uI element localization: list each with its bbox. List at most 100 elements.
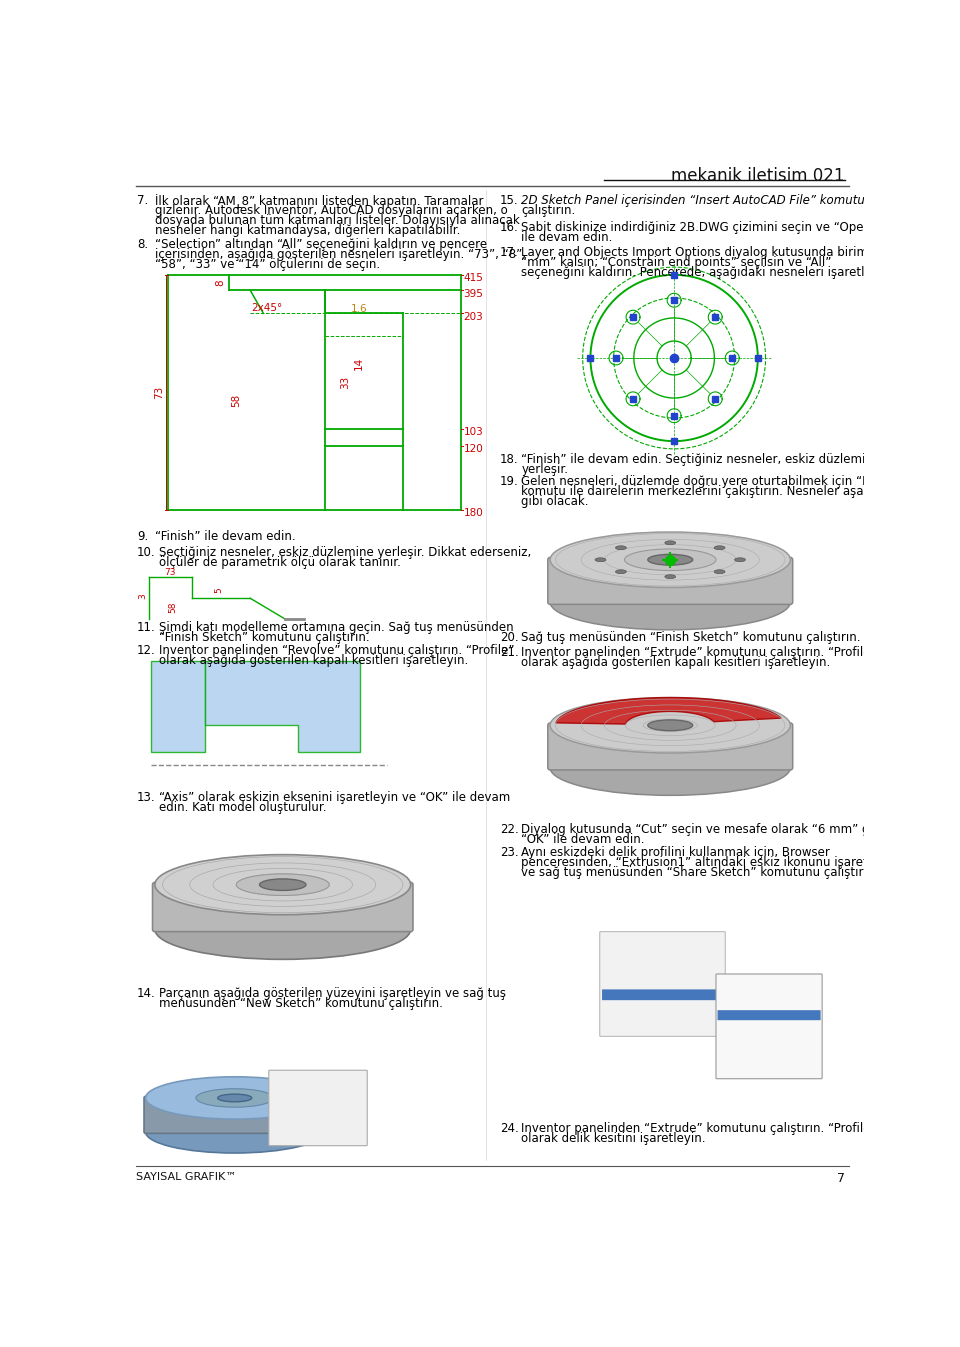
Text: “Axis” olarak eskizin eksenini işaretleyin ve “OK” ile devam: “Axis” olarak eskizin eksenini işaretley… — [158, 791, 510, 804]
Text: edin. Katı model oluşturulur.: edin. Katı model oluşturulur. — [158, 800, 326, 814]
FancyBboxPatch shape — [600, 932, 725, 1036]
Text: 5: 5 — [215, 587, 224, 593]
Text: “Finish Sketch” komutunu çalıştırın.: “Finish Sketch” komutunu çalıştırın. — [158, 632, 370, 644]
Ellipse shape — [734, 558, 745, 562]
Text: Şimdi katı modelleme ortamına geçin. Sağ tuş menüsünden: Şimdi katı modelleme ortamına geçin. Sağ… — [158, 621, 514, 634]
Ellipse shape — [648, 719, 693, 730]
Text: 7: 7 — [836, 1172, 845, 1185]
Text: 2D Sketch Panel içerisinden “Insert AutoCAD File” komutunu: 2D Sketch Panel içerisinden “Insert Auto… — [521, 194, 880, 207]
Text: 9.: 9. — [137, 531, 148, 543]
Text: Share Sketch: Share Sketch — [720, 1012, 763, 1017]
Text: penceresinden, “Extrusion1” altındaki eskiz ikonunu işaretleyin: penceresinden, “Extrusion1” altındaki es… — [521, 857, 897, 869]
Text: 11.: 11. — [137, 621, 156, 634]
Text: çalıştırın.: çalıştırın. — [521, 203, 576, 217]
Text: İlk olarak “AM_8” katmanını listeden kapatın. Taramalar: İlk olarak “AM_8” katmanını listeden kap… — [155, 194, 484, 207]
Ellipse shape — [259, 878, 306, 890]
Text: Select Part: Select Part — [274, 1080, 315, 1090]
Ellipse shape — [550, 698, 790, 753]
Text: 10.: 10. — [137, 546, 156, 559]
Ellipse shape — [550, 574, 790, 630]
FancyBboxPatch shape — [153, 882, 413, 932]
Text: dosyada bulunan tüm katmanları listeler. Dolayısıyla alınacak: dosyada bulunan tüm katmanları listeler.… — [155, 214, 519, 228]
Text: 58: 58 — [168, 602, 178, 613]
Text: Extrusion1: Extrusion1 — [609, 977, 646, 983]
FancyBboxPatch shape — [602, 990, 723, 1001]
Text: “Finish” ile devam edin.: “Finish” ile devam edin. — [155, 531, 296, 543]
FancyBboxPatch shape — [716, 974, 822, 1079]
Text: Find in Window: Find in Window — [720, 1055, 770, 1060]
Ellipse shape — [146, 1111, 324, 1153]
Text: komutu ile dairelerin merkezlerini çakıştırın. Nesneler aşağıdaki: komutu ile dairelerin merkezlerini çakış… — [521, 485, 900, 498]
Text: Copy          Ctrl+C: Copy Ctrl+C — [720, 979, 780, 985]
Ellipse shape — [714, 546, 725, 550]
Text: End of Part: End of Part — [609, 1004, 646, 1009]
Text: Edit Coordinate System: Edit Coordinate System — [720, 1022, 799, 1028]
Text: Inventor panelinden “Revolve” komutunu çalıştırın. “Profile”: Inventor panelinden “Revolve” komutunu ç… — [158, 644, 515, 657]
Text: 23.: 23. — [500, 846, 518, 859]
Text: 19.: 19. — [500, 475, 518, 488]
Text: Create Note: Create Note — [720, 1033, 760, 1039]
Text: 2x45°: 2x45° — [252, 303, 283, 314]
Ellipse shape — [665, 575, 676, 579]
Text: menüsünden “New Sketch” komutunu çalıştırın.: menüsünden “New Sketch” komutunu çalıştı… — [158, 997, 443, 1010]
Ellipse shape — [595, 558, 606, 562]
Text: 24.: 24. — [500, 1122, 518, 1134]
Text: olarak aşağıda gösterilen kapalı kesitleri işaretleyin.: olarak aşağıda gösterilen kapalı kesitle… — [521, 656, 830, 669]
Text: 73: 73 — [164, 567, 176, 577]
Ellipse shape — [218, 1094, 252, 1102]
Ellipse shape — [236, 874, 329, 896]
Text: Inventor panelinden “Extrude” komutunu çalıştırın. “Profile”: Inventor panelinden “Extrude” komutunu ç… — [521, 647, 877, 659]
Text: 16.: 16. — [500, 221, 518, 234]
Text: Stability...: Stability... — [720, 1044, 753, 1049]
FancyBboxPatch shape — [717, 1010, 821, 1020]
Ellipse shape — [146, 1076, 324, 1119]
Text: 395: 395 — [464, 288, 483, 299]
Text: Redefine...: Redefine... — [720, 1001, 756, 1006]
Text: seçeneğini kaldırın. Pencerede, aşağıdaki nesneleri işaretleyin.: seçeneğini kaldırın. Pencerede, aşağıdak… — [521, 265, 894, 279]
Text: Sabit diskinize indirdiğiniz 2B.DWG çizimini seçin ve “Open”: Sabit diskinize indirdiğiniz 2B.DWG çizi… — [521, 221, 876, 234]
Text: ve sağ tuş menüsünden “Share Sketch” komutunu çalıştırın.: ve sağ tuş menüsünden “Share Sketch” kom… — [521, 866, 878, 880]
Ellipse shape — [155, 900, 411, 959]
Text: Diyalog kutusunda “Cut” seçin ve mesafe olarak “6 mm” girin.: Diyalog kutusunda “Cut” seçin ve mesafe … — [521, 823, 893, 836]
Text: 18.: 18. — [500, 454, 518, 466]
Text: 21.: 21. — [500, 647, 518, 659]
Text: 120: 120 — [464, 445, 483, 454]
Ellipse shape — [615, 570, 626, 574]
Text: Seçtiğiniz nesneler, eskiz düzlemine yerleşir. Dikkat ederseniz,: Seçtiğiniz nesneler, eskiz düzlemine yer… — [158, 546, 531, 559]
Text: Origin: Origin — [609, 951, 630, 956]
Text: yerleşir.: yerleşir. — [521, 463, 568, 477]
Text: 20.: 20. — [500, 630, 518, 644]
Text: gibi olacak.: gibi olacak. — [521, 496, 588, 508]
Text: 17.: 17. — [500, 245, 518, 259]
Text: “mm” kalsın; “Constrain end points” seçilsin ve “All”: “mm” kalsın; “Constrain end points” seçi… — [521, 256, 831, 268]
Text: Revolution1: Revolution1 — [609, 964, 650, 970]
Text: Aynı eskizdeki delik profilini kullanmak için, Browser: Aynı eskizdeki delik profilini kullanmak… — [521, 846, 830, 859]
FancyBboxPatch shape — [548, 558, 793, 605]
Text: olarak aşağıda gösterilen kapalı kesitleri işaretleyin.: olarak aşağıda gösterilen kapalı kesitle… — [158, 655, 468, 668]
Text: ile devam edin.: ile devam edin. — [521, 230, 612, 244]
Text: 14: 14 — [353, 357, 364, 370]
Text: 8.: 8. — [137, 238, 148, 251]
Text: “58”, “33” ve “14” ölçülerini de seçin.: “58”, “33” ve “14” ölçülerini de seçin. — [155, 257, 380, 271]
Text: 415: 415 — [464, 273, 483, 283]
Text: Part1: Part1 — [604, 938, 622, 944]
Polygon shape — [556, 698, 781, 725]
Text: mekanik iletisim 021: mekanik iletisim 021 — [671, 167, 845, 185]
Text: gizlenir. Autodesk Inventor, AutoCAD dosyalarını açarken, o: gizlenir. Autodesk Inventor, AutoCAD dos… — [155, 203, 508, 217]
Ellipse shape — [196, 1088, 274, 1107]
Text: 8: 8 — [216, 279, 226, 286]
Ellipse shape — [615, 546, 626, 550]
Text: Gelen nesneleri, düzlemde doğru yere oturtabilmek için “Move”: Gelen nesneleri, düzlemde doğru yere otu… — [521, 475, 900, 488]
Polygon shape — [205, 661, 360, 752]
Ellipse shape — [665, 541, 676, 544]
Text: “Finish” ile devam edin. Seçtiğiniz nesneler, eskiz düzlemine: “Finish” ile devam edin. Seçtiğiniz nesn… — [521, 454, 880, 466]
Text: 203: 203 — [464, 311, 483, 322]
Text: Parçanın aşağıda gösterilen yüzeyini işaretleyin ve sağ tuş: Parçanın aşağıda gösterilen yüzeyini işa… — [158, 987, 506, 999]
Text: 14.: 14. — [137, 987, 156, 999]
FancyBboxPatch shape — [269, 1071, 368, 1146]
Text: 3: 3 — [139, 593, 148, 599]
Polygon shape — [151, 661, 205, 752]
Text: Sağ tuş menüsünden “Finish Sketch” komutunu çalıştırın.: Sağ tuş menüsünden “Finish Sketch” komut… — [521, 630, 861, 644]
Text: 1.6: 1.6 — [351, 304, 368, 314]
Text: “OK” ile devam edin.: “OK” ile devam edin. — [521, 832, 645, 846]
